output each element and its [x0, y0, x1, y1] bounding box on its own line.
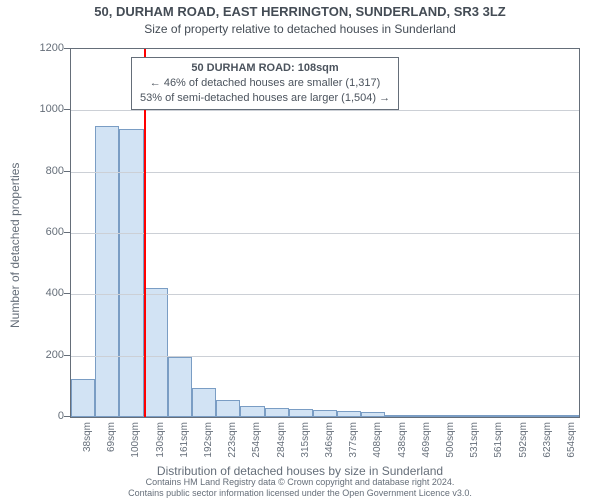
- annotation-box: 50 DURHAM ROAD: 108sqm ← 46% of detached…: [131, 57, 399, 110]
- histogram-bar: [337, 411, 361, 417]
- x-axis-label: Distribution of detached houses by size …: [0, 464, 600, 478]
- y-tick-label: 200: [24, 349, 64, 361]
- histogram-bar: [265, 408, 289, 417]
- histogram-bar: [555, 415, 579, 417]
- y-tick-label: 0: [24, 410, 64, 422]
- y-tick-mark: [64, 109, 70, 110]
- footer-line-2: Contains public sector information licen…: [128, 488, 472, 498]
- y-tick-mark: [64, 48, 70, 49]
- gridline: [71, 110, 579, 111]
- y-tick-label: 1200: [24, 42, 64, 54]
- gridline: [71, 294, 579, 295]
- y-tick-mark: [64, 416, 70, 417]
- annotation-title: 50 DURHAM ROAD: 108sqm: [140, 61, 390, 76]
- histogram-bar: [240, 406, 264, 417]
- gridline: [71, 356, 579, 357]
- gridline: [71, 172, 579, 173]
- histogram-bar: [458, 415, 482, 417]
- histogram-bar: [144, 288, 168, 417]
- y-tick-label: 800: [24, 165, 64, 177]
- histogram-bar: [168, 357, 192, 417]
- footer-text: Contains HM Land Registry data © Crown c…: [0, 477, 600, 498]
- histogram-bar: [385, 415, 409, 417]
- y-tick-mark: [64, 293, 70, 294]
- histogram-bar: [434, 415, 458, 417]
- histogram-bar: [216, 400, 240, 417]
- chart-title: 50, DURHAM ROAD, EAST HERRINGTON, SUNDER…: [0, 4, 600, 19]
- chart-subtitle: Size of property relative to detached ho…: [0, 22, 600, 36]
- histogram-bar: [410, 415, 434, 417]
- gridline: [71, 233, 579, 234]
- histogram-bar: [506, 415, 530, 417]
- y-tick-mark: [64, 171, 70, 172]
- histogram-bar: [289, 409, 313, 417]
- y-tick-mark: [64, 355, 70, 356]
- y-tick-label: 1000: [24, 103, 64, 115]
- footer-line-1: Contains HM Land Registry data © Crown c…: [146, 477, 455, 487]
- histogram-bar: [192, 388, 216, 417]
- annotation-line-2: 53% of semi-detached houses are larger (…: [140, 91, 390, 106]
- histogram-bar: [95, 126, 119, 417]
- chart-container: { "chart": { "type": "histogram", "title…: [0, 0, 600, 500]
- histogram-bar: [361, 412, 385, 417]
- y-axis-label: Number of detached properties: [8, 162, 22, 327]
- plot-area: 50 DURHAM ROAD: 108sqm ← 46% of detached…: [70, 48, 580, 418]
- histogram-bar: [482, 415, 506, 417]
- y-tick-mark: [64, 232, 70, 233]
- histogram-bar: [313, 410, 337, 417]
- histogram-bar: [71, 379, 95, 417]
- y-tick-label: 400: [24, 287, 64, 299]
- annotation-line-1: ← 46% of detached houses are smaller (1,…: [140, 76, 390, 91]
- y-tick-label: 600: [24, 226, 64, 238]
- histogram-bar: [531, 415, 555, 417]
